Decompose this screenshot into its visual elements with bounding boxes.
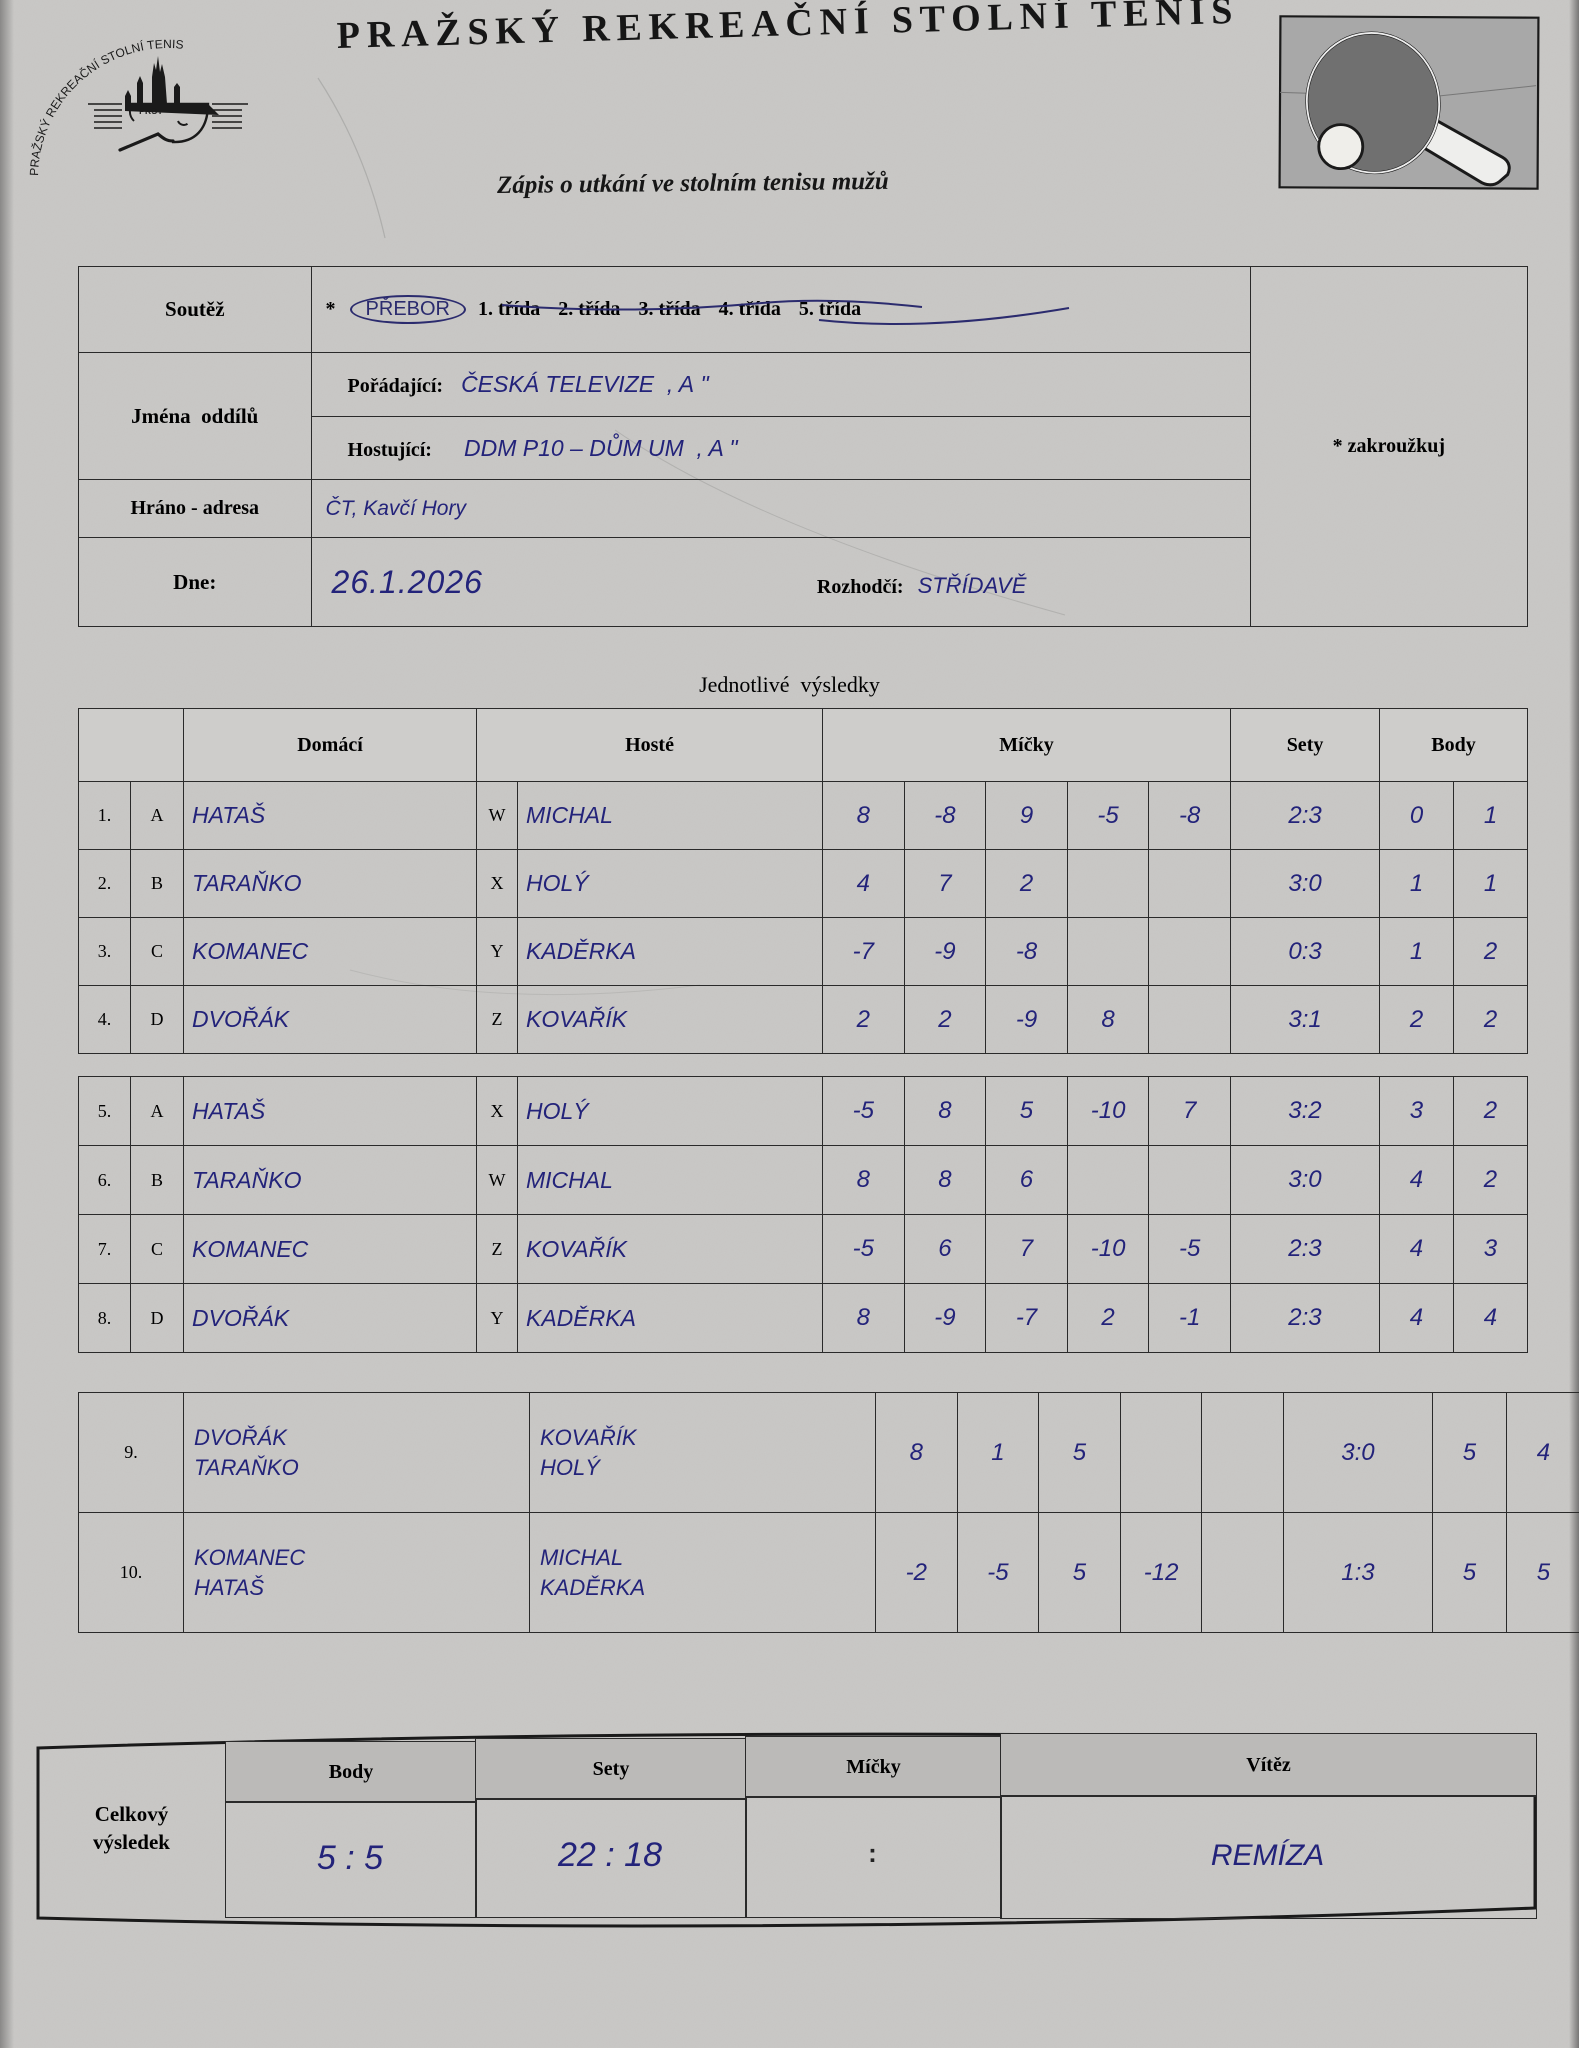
svg-text:PRST: PRST [139, 106, 163, 116]
